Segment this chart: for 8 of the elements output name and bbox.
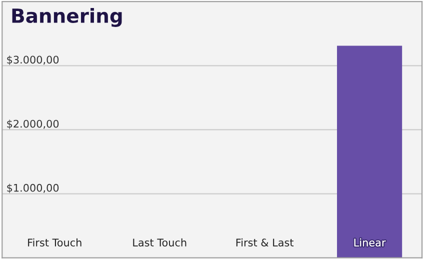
y-tick-label: $2.000,00	[7, 120, 59, 130]
y-tick-label: $1.000,00	[7, 184, 59, 194]
chart-title: Bannering	[12, 8, 122, 27]
x-tick-label: Last Touch	[133, 238, 186, 246]
x-tick-label: First Touch	[28, 238, 82, 246]
x-tick-label: Linear	[354, 238, 386, 246]
x-tick-label: First & Last	[236, 238, 294, 246]
y-tick-label: $3.000,00	[7, 56, 59, 66]
